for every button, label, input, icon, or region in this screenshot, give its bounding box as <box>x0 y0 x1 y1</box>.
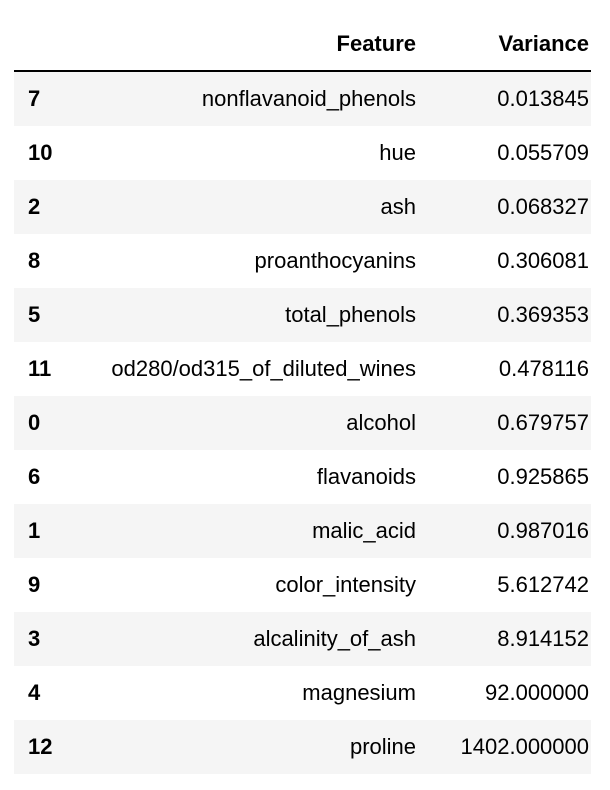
table-row: 10 hue 0.055709 <box>14 126 591 180</box>
row-index: 7 <box>28 86 41 111</box>
table-row: 4 magnesium 92.000000 <box>14 666 591 720</box>
row-index: 10 <box>28 140 53 165</box>
table-row: 12 proline 1402.000000 <box>14 720 591 774</box>
row-index: 12 <box>28 734 53 759</box>
index-column-header <box>14 18 74 72</box>
row-index: 5 <box>28 302 41 327</box>
variance-cell: 0.068327 <box>497 194 589 219</box>
table-row: 7 nonflavanoid_phenols 0.013845 <box>14 71 591 126</box>
feature-cell: od280/od315_of_diluted_wines <box>111 356 416 381</box>
table-row: 1 malic_acid 0.987016 <box>14 504 591 558</box>
table-row: 6 flavanoids 0.925865 <box>14 450 591 504</box>
table-body: 7 nonflavanoid_phenols 0.013845 10 hue 0.0557… <box>14 71 591 774</box>
feature-cell: alcalinity_of_ash <box>253 626 416 651</box>
table-row: 5 total_phenols 0.369353 <box>14 288 591 342</box>
feature-cell: proanthocyanins <box>254 248 416 273</box>
variance-cell: 5.612742 <box>497 572 589 597</box>
feature-cell: malic_acid <box>312 518 416 543</box>
feature-cell: hue <box>379 140 416 165</box>
feature-cell: total_phenols <box>285 302 416 327</box>
row-index: 0 <box>28 410 41 435</box>
table-row: 3 alcalinity_of_ash 8.914152 <box>14 612 591 666</box>
variance-cell: 8.914152 <box>497 626 589 651</box>
variance-cell: 0.055709 <box>497 140 589 165</box>
feature-cell: alcohol <box>346 410 416 435</box>
variance-table: Feature Variance 7 nonflavanoid_phenols 0.… <box>14 18 591 774</box>
variance-cell: 0.013845 <box>497 86 589 111</box>
feature-column-header: Feature <box>74 18 416 72</box>
table-row: 2 ash 0.068327 <box>14 180 591 234</box>
variance-cell: 92.000000 <box>485 680 589 705</box>
table-header: Feature Variance <box>14 18 591 72</box>
variance-column-header: Variance <box>416 18 591 72</box>
feature-cell: flavanoids <box>316 464 416 489</box>
table-row: 0 alcohol 0.679757 <box>14 396 591 450</box>
feature-cell: color_intensity <box>275 572 416 597</box>
table-row: 8 proanthocyanins 0.306081 <box>14 234 591 288</box>
variance-cell: 0.679757 <box>497 410 589 435</box>
feature-cell: nonflavanoid_phenols <box>201 86 416 111</box>
row-index: 9 <box>28 572 41 597</box>
feature-cell: ash <box>380 194 416 219</box>
table-row: 11 od280/od315_of_diluted_wines 0.478116 <box>14 342 591 396</box>
row-index: 6 <box>28 464 41 489</box>
header-row: Feature Variance <box>14 18 591 72</box>
table-row: 9 color_intensity 5.612742 <box>14 558 591 612</box>
row-index: 4 <box>28 680 41 705</box>
feature-cell: magnesium <box>302 680 416 705</box>
feature-cell: proline <box>349 734 416 759</box>
variance-cell: 0.925865 <box>497 464 589 489</box>
row-index: 3 <box>28 626 41 651</box>
row-index: 2 <box>28 194 41 219</box>
variance-cell: 0.369353 <box>497 302 589 327</box>
row-index: 11 <box>28 356 52 381</box>
row-index: 1 <box>28 518 41 543</box>
variance-cell: 0.306081 <box>497 248 589 273</box>
variance-cell: 0.478116 <box>498 356 589 381</box>
variance-cell: 1402.000000 <box>460 734 589 759</box>
variance-cell: 0.987016 <box>497 518 589 543</box>
row-index: 8 <box>28 248 41 273</box>
